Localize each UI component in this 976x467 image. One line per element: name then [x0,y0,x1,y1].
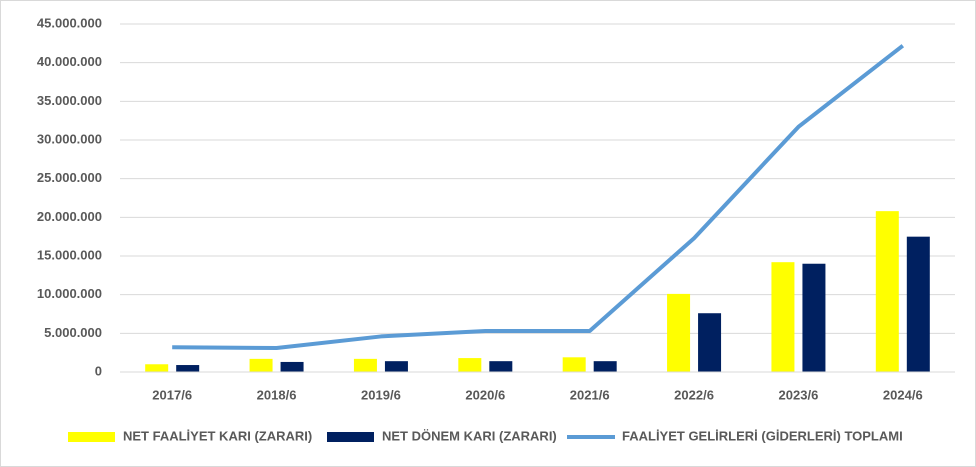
line [172,44,905,351]
bar [562,357,586,372]
legend-label: NET FAALİYET KARI (ZARARI) [123,428,312,443]
y-tick-label: 35.000.000 [37,93,102,108]
y-tick-label: 15.000.000 [37,247,102,262]
bar [593,361,617,372]
y-tick-label: 20.000.000 [37,209,102,224]
y-tick-label: 25.000.000 [37,170,102,185]
x-tick-label: 2024/6 [883,387,923,402]
bar [906,236,930,372]
y-tick-label: 30.000.000 [37,131,102,146]
y-tick-label: 0 [95,363,102,378]
legend-label: FAALİYET GELİRLERİ (GİDERLERİ) TOPLAMI [622,428,903,443]
x-tick-label: 2017/6 [152,387,192,402]
bar [176,365,200,372]
bar [698,313,722,372]
legend-swatch [68,432,115,442]
x-tick-label: 2020/6 [465,387,505,402]
bar [875,211,899,372]
bar [667,293,691,372]
x-tick-label: 2018/6 [257,387,297,402]
x-tick-label: 2023/6 [779,387,819,402]
bar [771,262,795,372]
y-tick-label: 5.000.000 [44,325,102,340]
x-tick-label: 2021/6 [570,387,610,402]
bar [353,358,377,372]
bar [489,361,513,372]
y-tick-label: 45.000.000 [37,15,102,30]
legend-swatch [327,432,374,442]
bar [145,364,169,372]
bar [458,358,482,372]
y-tick-label: 10.000.000 [37,286,102,301]
legend-label: NET DÖNEM KARI (ZARARI) [382,428,557,443]
y-tick-label: 40.000.000 [37,54,102,69]
bar [384,361,408,372]
bar [280,361,304,372]
bar [802,263,826,372]
x-tick-label: 2022/6 [674,387,714,402]
bar [249,358,273,372]
x-tick-label: 2019/6 [361,387,401,402]
